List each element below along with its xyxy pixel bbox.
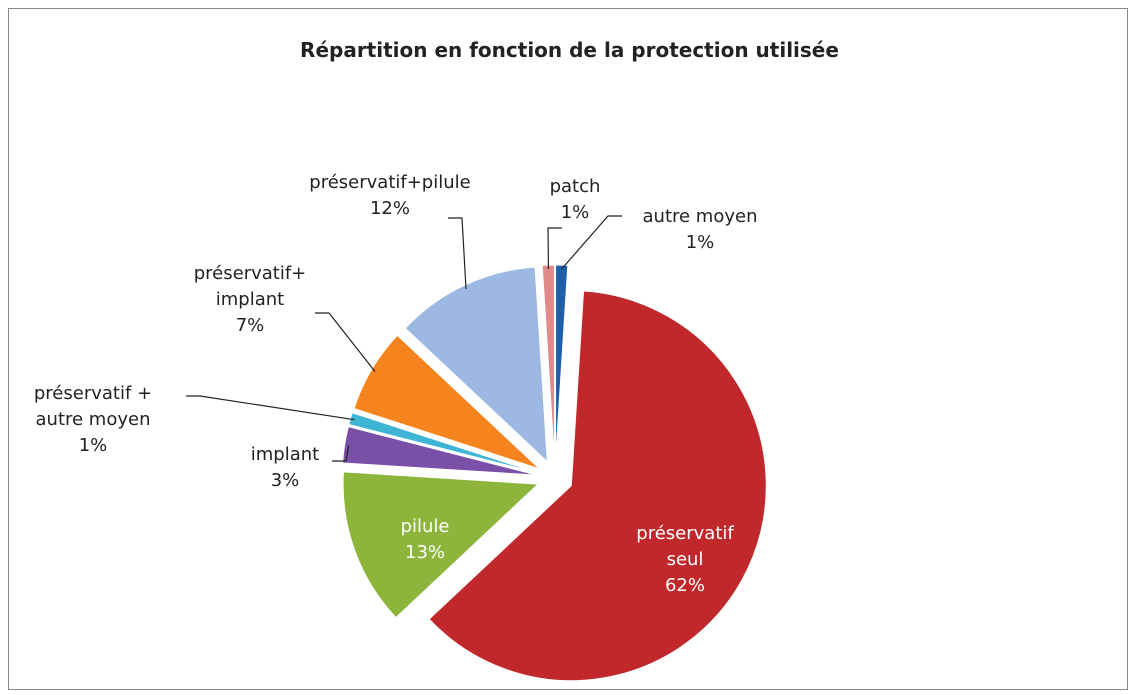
slice-label: patch 1% xyxy=(550,174,601,226)
category-label: autre moyen xyxy=(642,206,758,227)
leader-line xyxy=(186,395,355,421)
slice-label: préservatif+pilule 12% xyxy=(309,170,470,222)
leader-line xyxy=(448,217,467,289)
leader-line xyxy=(561,215,622,270)
chart-frame xyxy=(8,8,1128,690)
category-label: préservatif+ implant xyxy=(193,263,307,310)
category-label: préservatif + autre moyen xyxy=(33,383,153,430)
category-label: préservatif seul xyxy=(636,523,734,570)
pie-slice xyxy=(353,334,540,470)
pie-slice xyxy=(342,426,538,476)
category-label: pilule xyxy=(400,516,450,537)
slice-label: autre moyen 1% xyxy=(643,204,758,256)
chart-title: Répartition en fonction de la protection… xyxy=(300,38,839,62)
value-label: 62% xyxy=(664,575,705,596)
value-label: 13% xyxy=(404,542,446,563)
category-label: patch xyxy=(549,176,601,197)
pie-slice xyxy=(342,471,540,619)
leader-line xyxy=(547,227,562,270)
category-label: préservatif+pilule xyxy=(309,172,471,193)
slice-label: pilule 13% xyxy=(401,514,450,566)
leader-line xyxy=(332,445,350,462)
pie-slice xyxy=(404,266,548,463)
slice-label: implant 3% xyxy=(251,442,319,494)
value-label: 1% xyxy=(560,202,590,223)
value-label: 12% xyxy=(369,198,410,219)
slice-label: préservatif + autre moyen 1% xyxy=(34,381,152,459)
value-label: 1% xyxy=(78,435,108,456)
slice-label: préservatif+ implant 7% xyxy=(194,261,307,339)
slice-label: préservatif seul 62% xyxy=(636,521,733,599)
category-label: implant xyxy=(250,444,320,465)
value-label: 7% xyxy=(235,315,265,336)
value-label: 3% xyxy=(270,470,300,491)
leader-line xyxy=(315,312,376,372)
value-label: 1% xyxy=(685,232,715,253)
pie-slice xyxy=(428,290,767,682)
pie-slice xyxy=(555,264,569,461)
